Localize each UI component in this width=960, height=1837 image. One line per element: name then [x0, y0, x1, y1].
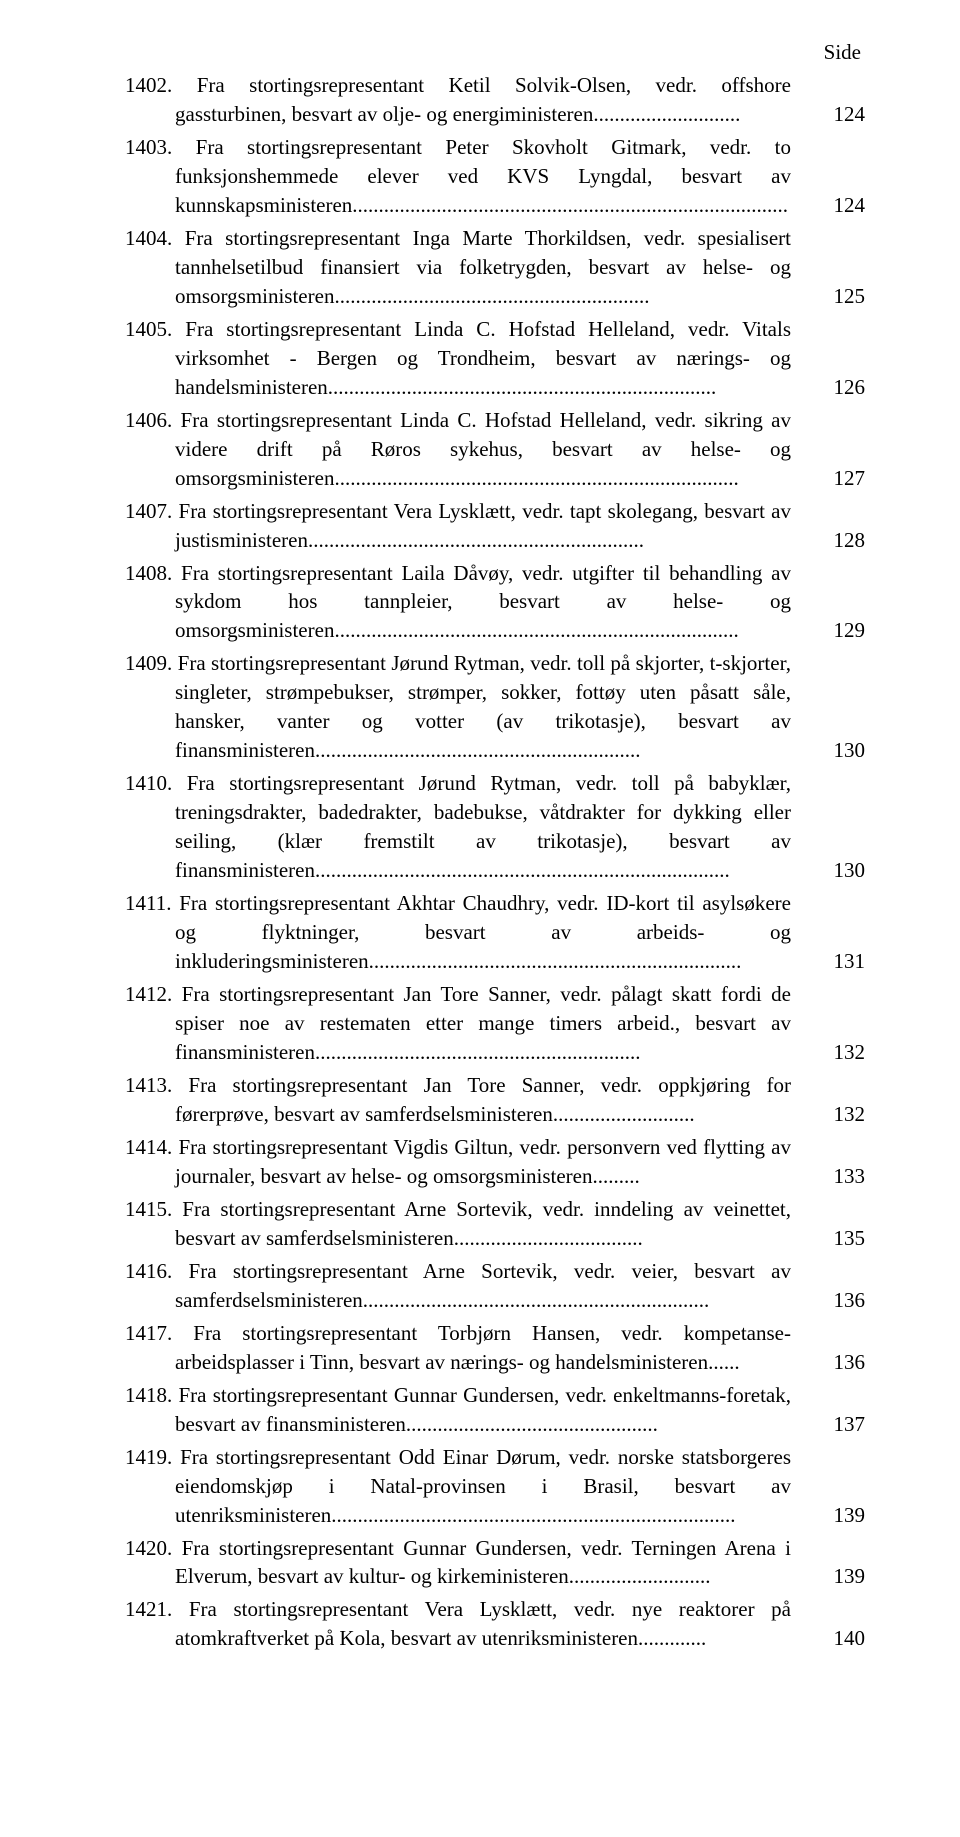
toc-entry: 1421. Fra stortingsrepresentant Vera Lys… — [125, 1595, 865, 1653]
toc-entry: 1413. Fra stortingsrepresentant Jan Tore… — [125, 1071, 865, 1129]
toc-entry: 1407. Fra stortingsrepresentant Vera Lys… — [125, 497, 865, 555]
toc-entry: 1414. Fra stortingsrepresentant Vigdis G… — [125, 1133, 865, 1191]
toc-entry-text: 1406. Fra stortingsrepresentant Linda C.… — [125, 406, 815, 493]
toc-list: 1402. Fra stortingsrepresentant Ketil So… — [125, 71, 865, 1653]
toc-entry-label: 1412. Fra stortingsrepresentant Jan Tore… — [125, 980, 791, 1067]
toc-entry: 1416. Fra stortingsrepresentant Arne Sor… — [125, 1257, 865, 1315]
toc-entry-label: 1414. Fra stortingsrepresentant Vigdis G… — [125, 1133, 791, 1191]
toc-entry: 1402. Fra stortingsrepresentant Ketil So… — [125, 71, 865, 129]
toc-entry-text: 1418. Fra stortingsrepresentant Gunnar G… — [125, 1381, 815, 1439]
toc-entry-text: 1420. Fra stortingsrepresentant Gunnar G… — [125, 1534, 815, 1592]
toc-entry-label: 1410. Fra stortingsrepresentant Jørund R… — [125, 769, 791, 885]
toc-entry-text: 1419. Fra stortingsrepresentant Odd Eina… — [125, 1443, 815, 1530]
toc-entry-page: 136 — [815, 1286, 865, 1315]
toc-entry-page: 140 — [815, 1624, 865, 1653]
toc-entry-page: 129 — [815, 616, 865, 645]
toc-entry-page: 124 — [815, 100, 865, 129]
toc-entry-text: 1411. Fra stortingsrepresentant Akhtar C… — [125, 889, 815, 976]
toc-entry-text: 1409. Fra stortingsrepresentant Jørund R… — [125, 649, 815, 765]
toc-entry-page: 124 — [815, 191, 865, 220]
toc-entry-page: 133 — [815, 1162, 865, 1191]
toc-entry-text: 1413. Fra stortingsrepresentant Jan Tore… — [125, 1071, 815, 1129]
toc-entry: 1406. Fra stortingsrepresentant Linda C.… — [125, 406, 865, 493]
toc-entry: 1412. Fra stortingsrepresentant Jan Tore… — [125, 980, 865, 1067]
toc-entry-page: 135 — [815, 1224, 865, 1253]
toc-entry: 1410. Fra stortingsrepresentant Jørund R… — [125, 769, 865, 885]
toc-entry: 1418. Fra stortingsrepresentant Gunnar G… — [125, 1381, 865, 1439]
toc-entry-label: 1405. Fra stortingsrepresentant Linda C.… — [125, 315, 791, 402]
toc-entry-label: 1421. Fra stortingsrepresentant Vera Lys… — [125, 1595, 791, 1653]
toc-entry-label: 1407. Fra stortingsrepresentant Vera Lys… — [125, 497, 791, 555]
toc-entry-page: 131 — [815, 947, 865, 976]
toc-entry-text: 1407. Fra stortingsrepresentant Vera Lys… — [125, 497, 815, 555]
toc-entry-text: 1408. Fra stortingsrepresentant Laila Då… — [125, 559, 815, 646]
toc-entry-label: 1409. Fra stortingsrepresentant Jørund R… — [125, 649, 791, 765]
toc-entry-page: 126 — [815, 373, 865, 402]
toc-entry-page: 130 — [815, 736, 865, 765]
page-header-side: Side — [125, 40, 865, 65]
toc-entry-text: 1410. Fra stortingsrepresentant Jørund R… — [125, 769, 815, 885]
toc-entry-label: 1406. Fra stortingsrepresentant Linda C.… — [125, 406, 791, 493]
toc-entry: 1408. Fra stortingsrepresentant Laila Då… — [125, 559, 865, 646]
toc-entry-label: 1420. Fra stortingsrepresentant Gunnar G… — [125, 1534, 791, 1592]
toc-entry-label: 1416. Fra stortingsrepresentant Arne Sor… — [125, 1257, 791, 1315]
toc-entry: 1419. Fra stortingsrepresentant Odd Eina… — [125, 1443, 865, 1530]
toc-entry-page: 130 — [815, 856, 865, 885]
toc-entry-text: 1421. Fra stortingsrepresentant Vera Lys… — [125, 1595, 815, 1653]
toc-entry-label: 1403. Fra stortingsrepresentant Peter Sk… — [125, 133, 791, 220]
toc-entry-text: 1417. Fra stortingsrepresentant Torbjørn… — [125, 1319, 815, 1377]
toc-entry-label: 1404. Fra stortingsrepresentant Inga Mar… — [125, 224, 791, 311]
toc-entry: 1403. Fra stortingsrepresentant Peter Sk… — [125, 133, 865, 220]
toc-entry-text: 1404. Fra stortingsrepresentant Inga Mar… — [125, 224, 815, 311]
toc-entry: 1411. Fra stortingsrepresentant Akhtar C… — [125, 889, 865, 976]
toc-entry-label: 1408. Fra stortingsrepresentant Laila Då… — [125, 559, 791, 646]
toc-entry-label: 1415. Fra stortingsrepresentant Arne Sor… — [125, 1195, 791, 1253]
toc-entry-text: 1416. Fra stortingsrepresentant Arne Sor… — [125, 1257, 815, 1315]
toc-entry-text: 1405. Fra stortingsrepresentant Linda C.… — [125, 315, 815, 402]
toc-entry-text: 1412. Fra stortingsrepresentant Jan Tore… — [125, 980, 815, 1067]
toc-entry-page: 136 — [815, 1348, 865, 1377]
toc-entry: 1405. Fra stortingsrepresentant Linda C.… — [125, 315, 865, 402]
toc-entry: 1420. Fra stortingsrepresentant Gunnar G… — [125, 1534, 865, 1592]
toc-entry-page: 139 — [815, 1501, 865, 1530]
toc-entry-page: 137 — [815, 1410, 865, 1439]
toc-entry: 1409. Fra stortingsrepresentant Jørund R… — [125, 649, 865, 765]
toc-entry-page: 139 — [815, 1562, 865, 1591]
toc-entry-label: 1413. Fra stortingsrepresentant Jan Tore… — [125, 1071, 791, 1129]
toc-entry-label: 1411. Fra stortingsrepresentant Akhtar C… — [125, 889, 791, 976]
toc-entry-page: 128 — [815, 526, 865, 555]
toc-entry: 1415. Fra stortingsrepresentant Arne Sor… — [125, 1195, 865, 1253]
document-page: Side 1402. Fra stortingsrepresentant Ket… — [0, 0, 960, 1837]
toc-entry: 1417. Fra stortingsrepresentant Torbjørn… — [125, 1319, 865, 1377]
toc-entry-label: 1418. Fra stortingsrepresentant Gunnar G… — [125, 1381, 791, 1439]
toc-entry-text: 1403. Fra stortingsrepresentant Peter Sk… — [125, 133, 815, 220]
toc-entry-page: 132 — [815, 1038, 865, 1067]
toc-entry: 1404. Fra stortingsrepresentant Inga Mar… — [125, 224, 865, 311]
toc-entry-text: 1414. Fra stortingsrepresentant Vigdis G… — [125, 1133, 815, 1191]
toc-entry-page: 127 — [815, 464, 865, 493]
toc-entry-label: 1419. Fra stortingsrepresentant Odd Eina… — [125, 1443, 791, 1530]
toc-entry-label: 1417. Fra stortingsrepresentant Torbjørn… — [125, 1319, 791, 1377]
toc-entry-text: 1402. Fra stortingsrepresentant Ketil So… — [125, 71, 815, 129]
toc-entry-text: 1415. Fra stortingsrepresentant Arne Sor… — [125, 1195, 815, 1253]
toc-entry-page: 132 — [815, 1100, 865, 1129]
toc-entry-page: 125 — [815, 282, 865, 311]
toc-entry-label: 1402. Fra stortingsrepresentant Ketil So… — [125, 71, 791, 129]
